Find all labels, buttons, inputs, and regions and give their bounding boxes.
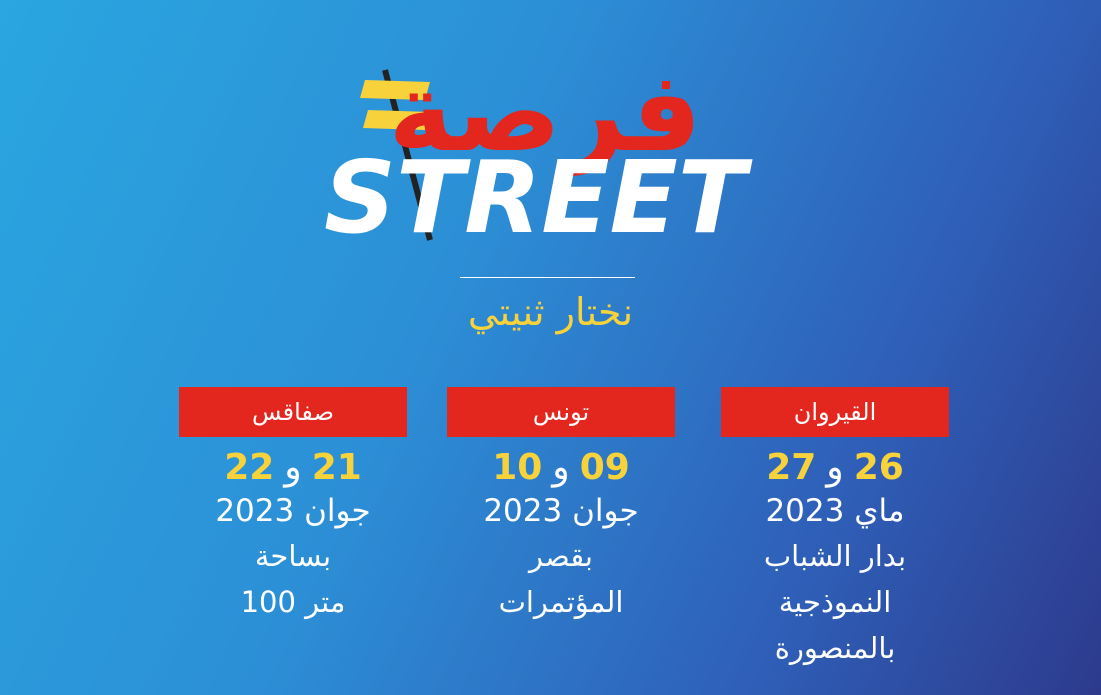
- day: 21: [311, 447, 362, 488]
- logo-sign: [360, 80, 430, 130]
- day: 26: [853, 447, 904, 488]
- city-label: تونس: [447, 387, 675, 437]
- logo-arabic: فرصة: [388, 48, 701, 177]
- venue-line: بالمنصورة: [774, 631, 896, 665]
- venue-line: بقصر: [529, 539, 593, 573]
- day: 10: [492, 447, 543, 488]
- venue-line: متر 100: [240, 585, 346, 619]
- joiner: و: [552, 447, 570, 488]
- event-column: القيروان 26و27 ماي 2023 بدار الشباب النموذجي…: [721, 387, 949, 671]
- month-year: جوان 2023: [483, 493, 639, 529]
- venue-line: النموذجية: [778, 585, 892, 619]
- event-days: 09و10: [447, 447, 675, 489]
- event-column: تونس 09و10 جوان 2023 بقصر المؤتمرات: [447, 387, 675, 625]
- venue-line: المؤتمرات: [498, 585, 624, 619]
- day: 27: [766, 447, 817, 488]
- logo-latin: STREET: [324, 139, 753, 256]
- day: 09: [579, 447, 630, 488]
- subtitle: نختار ثنيتي: [467, 290, 634, 334]
- day: 22: [224, 447, 275, 488]
- joiner: و: [284, 447, 302, 488]
- venue-line: بدار الشباب: [763, 539, 907, 573]
- month-year: جوان 2023: [215, 493, 371, 529]
- month-year: ماي 2023: [765, 493, 905, 529]
- city-label: القيروان: [721, 387, 949, 437]
- joiner: و: [826, 447, 844, 488]
- event-days: 21و22: [179, 447, 407, 489]
- logo: فرصة STREET: [324, 48, 753, 256]
- divider: [460, 277, 635, 278]
- venue-line: بساحة: [254, 539, 332, 573]
- event-days: 26و27: [721, 447, 949, 489]
- event-column: صفاقس 21و22 جوان 2023 بساحة متر 100: [179, 387, 407, 625]
- city-label: صفاقس: [179, 387, 407, 437]
